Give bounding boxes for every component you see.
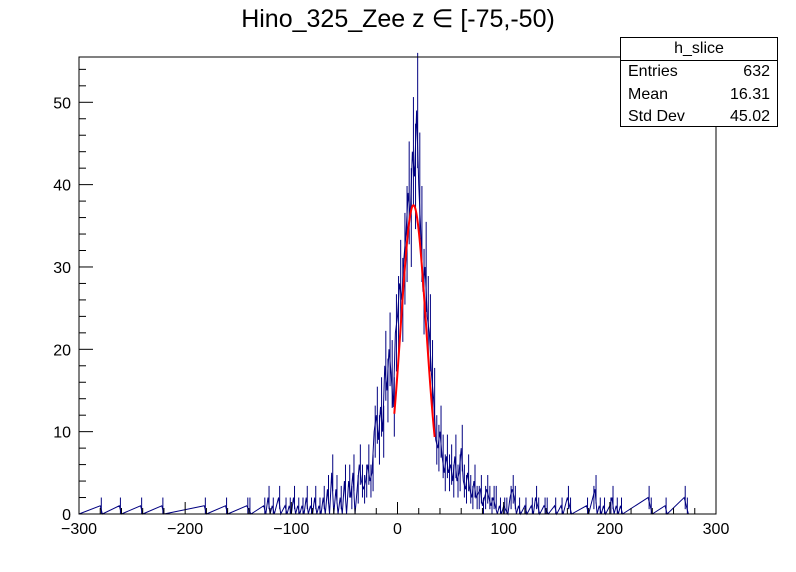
x-tick-label: 300 [703, 521, 730, 538]
stats-box: h_slice Entries 632 Mean 16.31 Std Dev 4… [620, 37, 778, 127]
gaussian-fit-curve [393, 204, 436, 438]
y-tick-label: 10 [53, 425, 71, 442]
stats-row-mean: Mean 16.31 [621, 84, 777, 107]
histogram-bins [100, 52, 688, 514]
stats-row-stddev: Std Dev 45.02 [621, 106, 777, 129]
x-tick-label: −100 [273, 521, 309, 538]
y-tick-label: 50 [53, 95, 71, 112]
stats-box-title: h_slice [621, 38, 777, 61]
x-tick-label: −300 [61, 521, 97, 538]
x-tick-label: 200 [596, 521, 623, 538]
histogram-outline [78, 110, 716, 516]
stats-value-stddev: 45.02 [729, 108, 770, 125]
y-tick-label: 30 [53, 260, 71, 277]
stats-label-mean: Mean [628, 85, 669, 103]
y-tick-label: 20 [53, 342, 71, 359]
stats-label-stddev: Std Dev [628, 108, 685, 125]
chart-title: Hino_325_Zee z ∈ [-75,-50) [241, 5, 555, 33]
stats-label-entries: Entries [628, 63, 678, 80]
stats-row-entries: Entries 632 [621, 61, 777, 84]
stats-value-entries: 632 [743, 63, 770, 80]
axes: −300 −200 −100 0 100 200 300 0 10 20 30 40 50 [53, 68, 730, 538]
x-tick-label: 100 [490, 521, 517, 538]
stats-value-mean: 16.31 [729, 85, 770, 103]
y-tick-label: 0 [62, 507, 71, 524]
x-tick-label: 0 [393, 521, 402, 538]
y-tick-label: 40 [53, 178, 71, 195]
x-tick-label: −200 [167, 521, 203, 538]
